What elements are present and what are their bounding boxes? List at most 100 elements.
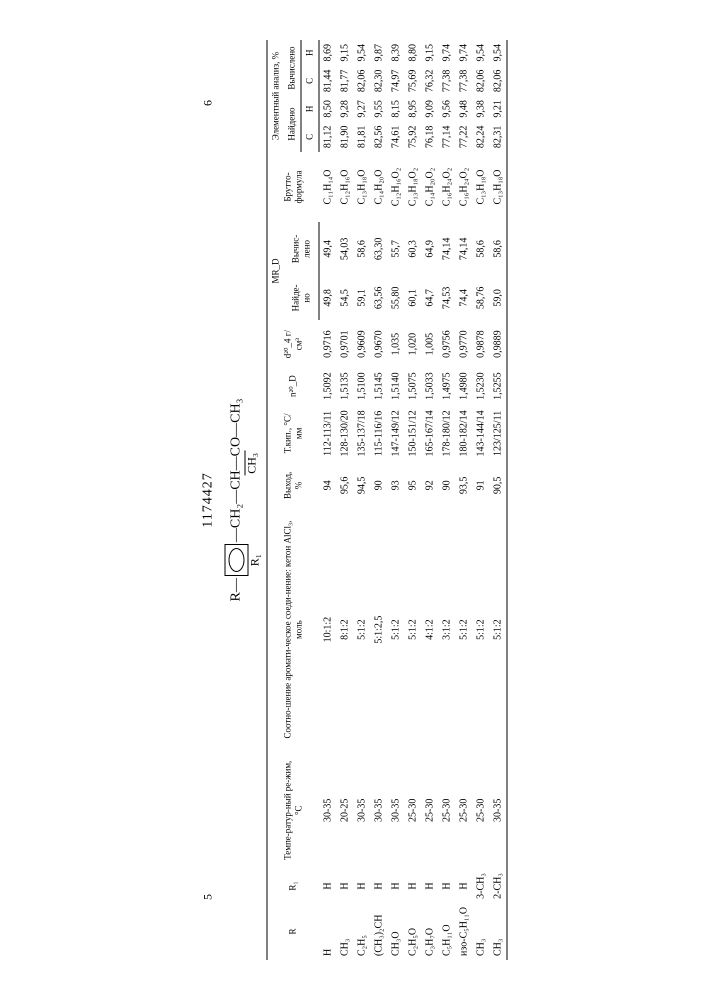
cell: CH₃ (336, 903, 353, 960)
page-num-right: 6 (200, 100, 216, 106)
cell: 76,32 (421, 66, 438, 97)
cell: 1,5033 (421, 368, 438, 404)
cell: C₁₂H₁₆O (336, 152, 353, 222)
cell: 9,74 (438, 40, 455, 66)
cell: 75,69 (404, 66, 421, 97)
page-header: 5 1174427 6 (200, 40, 216, 960)
cell: C₁₃H₁₈O (489, 152, 507, 222)
cell: 74,97 (387, 66, 404, 97)
cell: 9,21 (489, 96, 507, 122)
formula-r1: R₁ (248, 554, 261, 566)
cell: 5:1:2 (455, 508, 472, 752)
col-d4: d²⁰_4 г/см³ (266, 320, 318, 368)
cell: 76,18 (421, 122, 438, 153)
cell: 30-35 (353, 751, 370, 869)
cell: 63,56 (370, 276, 387, 320)
cell: 82,24 (472, 122, 489, 153)
cell: H (319, 869, 337, 903)
cell: 8,15 (387, 96, 404, 122)
cell: 9,55 (370, 96, 387, 122)
cell: 9,74 (455, 40, 472, 66)
col-elem: Элементный анализ, % (266, 40, 283, 152)
cell: 49,4 (319, 222, 337, 276)
table-row: C₅H₁₁OH25-303:1:290178-180/121,49750,975… (438, 40, 455, 960)
cell: 60,1 (404, 276, 421, 320)
cell: 9,54 (472, 40, 489, 66)
table-body: HH30-3510:1:294112-113/111,50920,971649,… (319, 40, 507, 960)
cell: 60,3 (404, 222, 421, 276)
cell: C₁₆H₂₄O₂ (455, 152, 472, 222)
cell: C₂H₅O (404, 903, 421, 960)
cell: C₁₃H₁₈O (472, 152, 489, 222)
cell: 64,9 (421, 222, 438, 276)
cell: 8,50 (319, 96, 337, 122)
cell: 74,14 (455, 222, 472, 276)
cell: H (387, 869, 404, 903)
cell: 1,5092 (319, 368, 337, 404)
cell: 75,92 (404, 122, 421, 153)
cell: 9,38 (472, 96, 489, 122)
cell: 1,5075 (404, 368, 421, 404)
cell: 25-30 (404, 751, 421, 869)
col-calc-h: H (301, 40, 319, 66)
cell: 165-167/14 (421, 404, 438, 463)
cell: 74,4 (455, 276, 472, 320)
cell: 9,09 (421, 96, 438, 122)
cell: изо-C₅H₁₁O (455, 903, 472, 960)
cell: 10:1:2 (319, 508, 337, 752)
cell: 30-35 (370, 751, 387, 869)
cell: CH₃ (472, 903, 489, 960)
cell: 135-137/18 (353, 404, 370, 463)
cell: 74,14 (438, 222, 455, 276)
cell: 5:1:2 (404, 508, 421, 752)
cell: C₃H₇O (421, 903, 438, 960)
cell: (CH₃)₂CH (370, 903, 387, 960)
col-bp: Т.кип., °C/мм (266, 404, 318, 463)
col-r1: R₁ (266, 869, 318, 903)
cell: 58,76 (472, 276, 489, 320)
cell: H (438, 869, 455, 903)
cell: 58,6 (353, 222, 370, 276)
cell: C₂H₅ (353, 903, 370, 960)
cell: H (404, 869, 421, 903)
cell: 8,80 (404, 40, 421, 66)
cell: 77,22 (455, 122, 472, 153)
cell: 55,7 (387, 222, 404, 276)
col-calc-c: C (301, 66, 319, 97)
table-header: R R₁ Темпе-ратур-ный ре-жим, °C Соотно-ш… (266, 40, 318, 960)
cell: 147-149/12 (387, 404, 404, 463)
formula-bridge: CH₂—CH—CO—CH₃ (228, 399, 243, 529)
col-mrd-calc: Вычис-лено (283, 222, 318, 276)
cell: 74,53 (438, 276, 455, 320)
cell: H (319, 903, 337, 960)
cell: C₁₂H₁₆O₂ (387, 152, 404, 222)
cell: 1,5145 (370, 368, 387, 404)
cell: 8:1:2 (336, 508, 353, 752)
cell: 94 (319, 463, 337, 508)
cell: 54,03 (336, 222, 353, 276)
cell: 55,80 (387, 276, 404, 320)
col-temp: Темпе-ратур-ный ре-жим, °C (266, 751, 318, 869)
cell: 9,87 (370, 40, 387, 66)
cell: 90,5 (489, 463, 507, 508)
cell: 8,39 (387, 40, 404, 66)
cell: 49,8 (319, 276, 337, 320)
col-found-h: H (301, 96, 319, 122)
cell: 9,15 (421, 40, 438, 66)
cell: 63,30 (370, 222, 387, 276)
cell: 9,27 (353, 96, 370, 122)
table-row: (CH₃)₂CHH30-355:1:2,590115-116/161,51450… (370, 40, 387, 960)
cell: 77,38 (438, 66, 455, 97)
cell: 9,15 (336, 40, 353, 66)
cell: 30-35 (319, 751, 337, 869)
cell: 123/125/11 (489, 404, 507, 463)
table-row: CH₃2-CH₃30-355:1:290,5123/125/111,52550,… (489, 40, 507, 960)
cell: 9,54 (489, 40, 507, 66)
formula-branch: CH₃ (244, 451, 258, 476)
cell: 1,5230 (472, 368, 489, 404)
cell: 81,44 (319, 66, 337, 97)
cell: 128-130/20 (336, 404, 353, 463)
cell: 178-180/12 (438, 404, 455, 463)
cell: C₁₃H₁₈O₂ (404, 152, 421, 222)
cell: H (455, 869, 472, 903)
